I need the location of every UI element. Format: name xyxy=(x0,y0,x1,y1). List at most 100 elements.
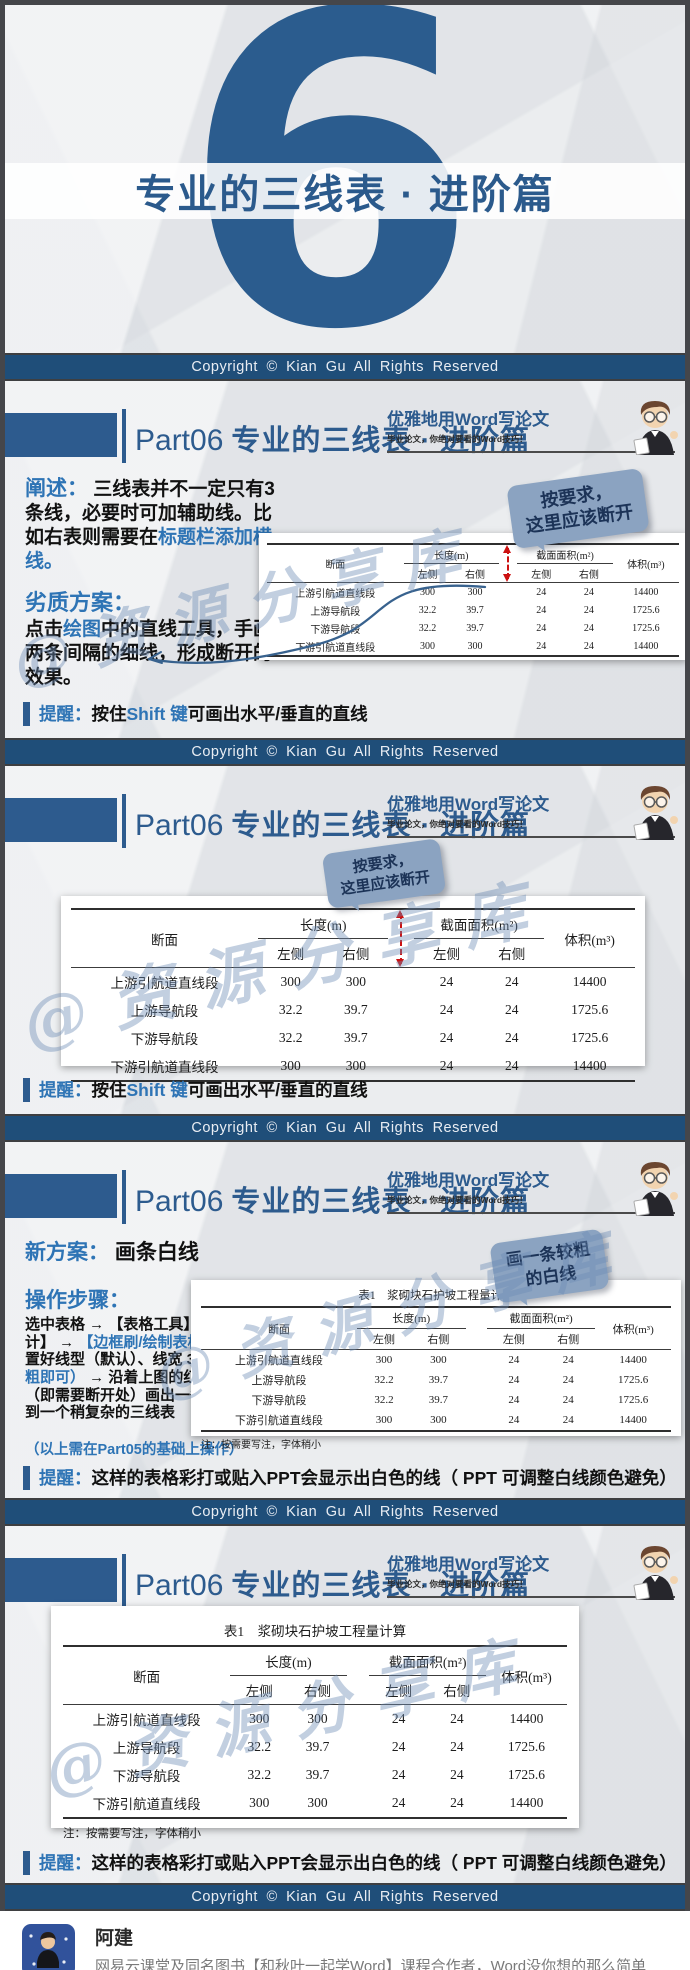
tip-accent-bar xyxy=(23,701,30,726)
cover-slide: 6 专业的三线表 · 进阶篇 xyxy=(5,5,685,353)
sub-right: 右侧 xyxy=(565,563,613,583)
table-row: 下游引航道直线段 300 300 24 24 14400 xyxy=(234,1414,647,1427)
col-area: 截面面积(m²) xyxy=(486,1307,596,1329)
author-cartoon-icon xyxy=(633,1546,678,1600)
header-divider xyxy=(122,1554,126,1608)
part-number: Part06 xyxy=(135,809,224,842)
header-accent-block xyxy=(5,1558,117,1602)
copyright-text: Copyright © Kian Gu All Rights Reserved xyxy=(191,744,499,760)
sub-right: 右侧 xyxy=(427,1675,486,1705)
col-volume: 体积(m³) xyxy=(544,909,635,968)
header-accent-block xyxy=(5,798,117,842)
table-row: 上游导航段 32.2 39.7 24 24 1725.6 xyxy=(251,1374,649,1387)
sub-left: 左侧 xyxy=(258,938,324,968)
break-indicator-arrow xyxy=(503,545,512,582)
col-section: 断面 xyxy=(71,909,259,968)
slide-bad-solution: Part06 专业的三线表 · 进阶篇 优雅地用Word写论文 毕业论文，你绝对… xyxy=(5,381,685,738)
header-divider xyxy=(122,1170,126,1224)
part-number: Part06 xyxy=(135,1569,224,1602)
table-row: 下游导航段 32.2 39.7 24 24 1725.6 xyxy=(112,1767,546,1784)
col-volume: 体积(m³) xyxy=(595,1307,671,1350)
badge-subtitle: 毕业论文，你绝对要看的Word技巧！ xyxy=(387,1579,528,1589)
table-row: 下游引航道直线段 300 300 24 24 14400 xyxy=(295,640,659,654)
table-body: 上游引航道直线段 300 300 24 24 14400 上游导航段 32.2 39.7 24 24… xyxy=(63,1705,567,1819)
bad-plan-paragraph: 点击绘图中的直线工具，手画两条间隔的细线，形成断开的效果。 xyxy=(25,619,273,688)
badge-title: 优雅地用Word写论文 xyxy=(387,795,550,814)
series-badge: 优雅地用Word写论文 毕业论文，你绝对要看的Word技巧！ xyxy=(387,1162,678,1216)
table-caption: 表1 浆砌块石护坡工程量计算 xyxy=(358,1290,514,1302)
cover-title: 专业的三线表 · 进阶篇 xyxy=(135,173,555,217)
tip-accent-bar xyxy=(23,1077,30,1102)
three-line-table: 断面 长度(m) 截面面积(m²) 体积(m³) 左侧 右侧 左侧 右侧 上游引… xyxy=(267,543,679,657)
col-area: 截面面积(m²) xyxy=(413,909,545,939)
col-volume: 体积(m³) xyxy=(612,544,679,583)
copyright-text: Copyright © Kian Gu All Rights Reserved xyxy=(191,1120,499,1136)
slide-table-zoom: Part06 专业的三线表 · 进阶篇 优雅地用Word写论文 毕业论文，你绝对… xyxy=(5,766,685,1114)
copyright-text: Copyright © Kian Gu All Rights Reserved xyxy=(191,359,499,375)
new-plan-label: 新方案： xyxy=(25,1241,109,1264)
three-line-table: 断面 长度(m) 截面面积(m²) 体积(m³) 左侧 右侧 左侧 右侧 上游引… xyxy=(201,1306,671,1432)
tip-text: 提醒：按住Shift 键可画出水平/垂直的直线 xyxy=(39,1080,368,1100)
series-badge: 优雅地用Word写论文 毕业论文，你绝对要看的Word技巧！ xyxy=(387,1546,678,1600)
copyright-bar: Copyright © Kian Gu All Rights Reserved xyxy=(5,353,685,381)
col-length: 长度(m) xyxy=(230,1646,347,1676)
header-divider xyxy=(122,409,126,463)
bad-plan-title: 劣质方案： xyxy=(25,590,136,615)
sub-left: 左侧 xyxy=(517,563,566,583)
header-accent-block xyxy=(5,413,117,457)
tip-text: 提醒：这样的表格彩打或贴入PPT会显示出白色的线（ PPT 可调整白线颜色避免） xyxy=(39,1468,677,1488)
sub-left: 左侧 xyxy=(413,938,480,968)
tip-text: 提醒：按住Shift 键可画出水平/垂直的直线 xyxy=(39,704,368,724)
table-body: 上游引航道直线段 300 300 24 24 14400 上游导航段 32.2 39.7 24 24… xyxy=(201,1350,671,1432)
slide-header: Part06 专业的三线表 · 进阶篇 优雅地用Word写论文 毕业论文，你绝对… xyxy=(5,381,685,473)
new-plan-text: 画条白线 xyxy=(114,1241,199,1264)
sub-left: 左侧 xyxy=(230,1675,289,1705)
series-badge: 优雅地用Word写论文 毕业论文，你绝对要看的Word技巧！ xyxy=(387,786,678,840)
col-length: 长度(m) xyxy=(356,1307,466,1329)
steps-title: 操作步骤： xyxy=(25,1289,130,1312)
tip-accent-bar xyxy=(23,1465,30,1490)
part-number: Part06 xyxy=(135,424,224,457)
hand-drawn-curve-icon xyxy=(147,584,487,665)
three-line-table: 断面 长度(m) 截面面积(m²) 体积(m³) 左侧 右侧 左侧 右侧 上游引… xyxy=(63,1645,567,1819)
reminder-tip: 提醒：这样的表格彩打或贴入PPT会显示出白色的线（ PPT 可调整白线颜色避免） xyxy=(23,1465,677,1490)
sub-left: 左侧 xyxy=(356,1328,412,1350)
table-panel: 表1 浆砌块石护坡工程量计算 断面 长度(m) 截面面积(m²) 体积(m³) … xyxy=(51,1606,579,1840)
slide-header: Part06 专业的三线表 · 进阶篇 优雅地用Word写论文 毕业论文，你绝对… xyxy=(5,1526,685,1618)
sub-right: 右侧 xyxy=(479,938,545,968)
cover-title-band: 专业的三线表 · 进阶篇 xyxy=(5,163,685,219)
col-volume: 体积(m³) xyxy=(485,1646,567,1705)
table-note: 注：按需要写注，字体稍小 xyxy=(201,1440,321,1451)
table-row: 下游导航段 32.2 39.7 24 24 1725.6 xyxy=(251,1394,649,1407)
author-cartoon-icon xyxy=(633,786,678,840)
header-divider xyxy=(122,794,126,848)
copyright-bar: Copyright © Kian Gu All Rights Reserved xyxy=(5,738,685,766)
col-section: 断面 xyxy=(63,1646,231,1705)
part-title: Part06 专业的三线表 · 进阶篇 xyxy=(135,802,530,844)
slide-new-solution: Part06 专业的三线表 · 进阶篇 优雅地用Word写论文 毕业论文，你绝对… xyxy=(5,1142,685,1498)
part-number: Part06 xyxy=(135,1185,224,1218)
col-area: 截面面积(m²) xyxy=(369,1646,486,1676)
table-row: 上游导航段 32.2 39.7 24 24 1725.6 xyxy=(130,1002,609,1019)
copyright-bar: Copyright © Kian Gu All Rights Reserved xyxy=(5,1114,685,1142)
table-row: 上游引航道直线段 300 300 24 24 14400 xyxy=(92,1711,544,1728)
post-footer: 阿建 网易云课堂及同名图书【和秋叶一起学Word】课程合作者，Word没你想的那… xyxy=(0,1911,690,1970)
table-body: 上游引航道直线段 300 300 24 24 14400 上游导航段 32.2 39.7 24 24… xyxy=(267,583,679,657)
badge-subtitle: 毕业论文，你绝对要看的Word技巧！ xyxy=(387,1195,528,1205)
table-row: 下游导航段 32.2 39.7 24 24 1725.6 xyxy=(130,1030,609,1047)
table-row: 下游导航段 32.2 39.7 24 24 1725.6 xyxy=(310,622,660,636)
badge-subtitle: 毕业论文，你绝对要看的Word技巧！ xyxy=(387,434,528,444)
table-caption: 表1 浆砌块石护坡工程量计算 xyxy=(223,1624,407,1639)
tip-text: 提醒：这样的表格彩打或贴入PPT会显示出白色的线（ PPT 可调整白线颜色避免） xyxy=(39,1853,677,1873)
copyright-bar: Copyright © Kian Gu All Rights Reserved xyxy=(5,1498,685,1526)
author-avatar[interactable] xyxy=(22,1924,75,1970)
author-name[interactable]: 阿建 xyxy=(95,1928,134,1949)
table-row: 上游引航道直线段 300 300 24 24 14400 xyxy=(110,974,607,991)
header-gap xyxy=(465,1307,487,1350)
table-row: 上游引航道直线段 300 300 24 24 14400 xyxy=(295,586,659,600)
copyright-bar: Copyright © Kian Gu All Rights Reserved xyxy=(5,1883,685,1911)
badge-title: 优雅地用Word写论文 xyxy=(387,1171,550,1190)
table-row: 上游导航段 32.2 39.7 24 24 1725.6 xyxy=(112,1739,546,1756)
author-cartoon-icon xyxy=(633,1162,678,1216)
